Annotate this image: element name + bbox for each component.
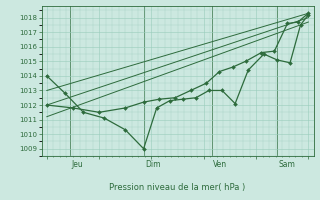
Text: Dim: Dim [145,160,160,169]
Text: Pression niveau de la mer( hPa ): Pression niveau de la mer( hPa ) [109,183,246,192]
Text: Sam: Sam [278,160,295,169]
Text: Ven: Ven [213,160,227,169]
Text: Jeu: Jeu [72,160,84,169]
